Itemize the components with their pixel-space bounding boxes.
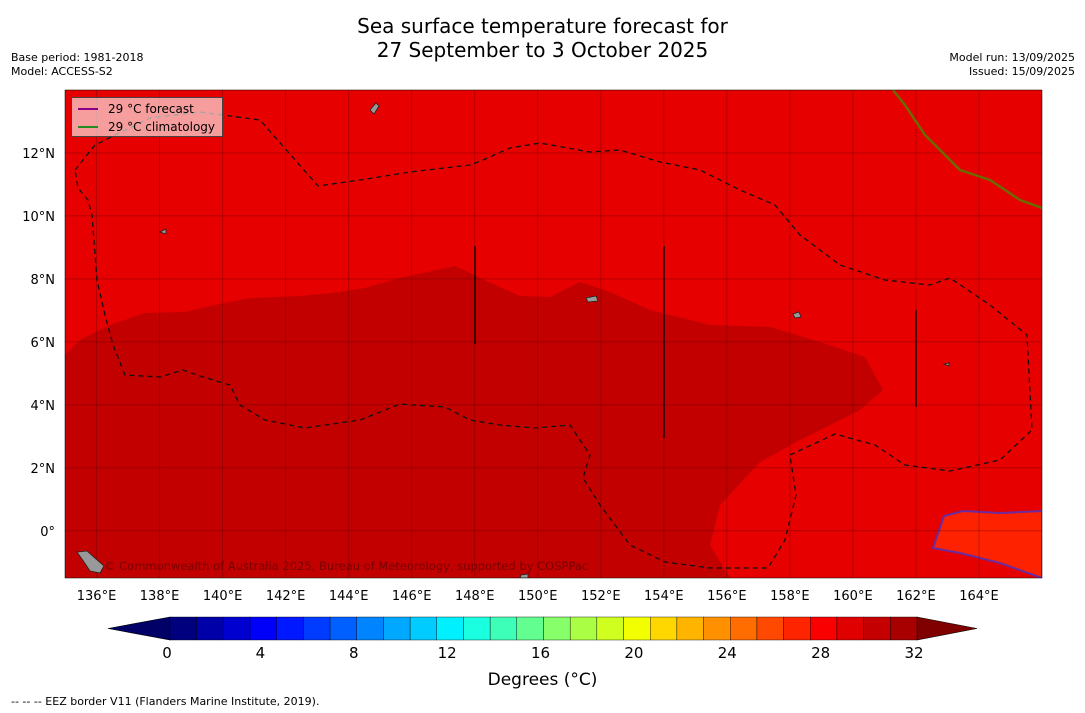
colorbar-bin <box>810 616 838 641</box>
colorbar-tick-label: 32 <box>904 644 923 662</box>
lat-tick-label: 10°N <box>22 210 55 225</box>
colorbar-bin <box>303 616 331 641</box>
colorbar-bin <box>223 616 251 641</box>
island-kosrae <box>942 362 950 367</box>
lon-tick-label: 156°E <box>707 589 747 604</box>
warm-water-region <box>65 266 883 578</box>
colorbar-bin <box>276 616 304 641</box>
lon-tick-label: 154°E <box>644 589 684 604</box>
lon-tick-label: 144°E <box>329 589 369 604</box>
legend-item-climatology: 29 °C climatology <box>78 118 216 136</box>
meta-right: Model run: 13/09/2025 Issued: 15/09/2025 <box>949 51 1075 79</box>
colorbar-bin <box>249 616 277 641</box>
copyright-credit: © Commonwealth of Australia 2025, Bureau… <box>104 559 589 573</box>
colorbar-extend-low <box>107 616 171 641</box>
latitude-labels: 12°N 10°N 8°N 6°N 4°N 2°N 0° <box>22 147 55 540</box>
map-area <box>65 90 1042 578</box>
lon-tick-label: 138°E <box>140 589 180 604</box>
colorbar-bin <box>836 616 864 641</box>
colorbar-tick-label: 16 <box>531 644 550 662</box>
legend-swatch-climatology <box>78 126 98 128</box>
lon-tick-label: 164°E <box>959 589 999 604</box>
lat-tick-label: 6°N <box>31 336 56 351</box>
legend-item-forecast: 29 °C forecast <box>78 100 216 118</box>
colorbar-tick-label: 4 <box>256 644 266 662</box>
colorbar-bin <box>596 616 624 641</box>
climatology-29c-line <box>892 90 1042 210</box>
lon-tick-label: 146°E <box>392 589 432 604</box>
lon-tick-label: 136°E <box>77 589 117 604</box>
colorbar-bin <box>783 616 811 641</box>
island-palau <box>158 228 167 235</box>
colorbar: 0 4 8 12 16 20 24 28 32 <box>107 616 978 662</box>
colorbar-bin <box>569 616 598 641</box>
colorbar-bin <box>463 616 491 641</box>
lat-tick-label: 12°N <box>22 147 55 162</box>
legend-label-forecast: 29 °C forecast <box>108 102 194 116</box>
legend-swatch-forecast <box>78 108 98 110</box>
lat-tick-label: 8°N <box>31 273 56 288</box>
lon-tick-label: 158°E <box>770 589 810 604</box>
colorbar-bin <box>196 616 224 641</box>
eez-border <box>74 111 1033 569</box>
sst-patch-southeast <box>931 509 1042 578</box>
colorbar-bin <box>890 616 918 641</box>
issued-date: Issued: 15/09/2025 <box>968 65 1075 78</box>
island-chuuk <box>585 295 599 303</box>
colorbar-bin <box>436 616 464 641</box>
island-pohnpei <box>792 311 802 319</box>
legend-label-climatology: 29 °C climatology <box>108 120 216 134</box>
colorbar-bin <box>543 616 571 641</box>
lon-tick-label: 150°E <box>518 589 558 604</box>
colorbar-bin <box>383 616 411 641</box>
colorbar-tick-label: 8 <box>349 644 359 662</box>
colorbar-bin <box>356 616 384 641</box>
longitude-labels: 136°E 138°E 140°E 142°E 144°E 146°E 148°E 150°E… <box>77 589 999 604</box>
island-new-guinea-west <box>76 550 105 574</box>
colorbar-tick-label: 24 <box>718 644 737 662</box>
colorbar-bin <box>409 616 437 641</box>
colorbar-extend-high <box>916 616 978 641</box>
lat-tick-label: 2°N <box>31 462 56 477</box>
model-name: Model: ACCESS-S2 <box>11 65 113 78</box>
map-title: Sea surface temperature forecast for 27 … <box>0 14 1085 62</box>
colorbar-tick-label: 12 <box>438 644 457 662</box>
colorbar-bin <box>676 616 704 641</box>
islands <box>76 102 950 578</box>
meta-left: Base period: 1981-2018 Model: ACCESS-S2 <box>11 51 143 79</box>
colorbar-bin <box>756 616 784 641</box>
colorbar-tick-label: 28 <box>811 644 830 662</box>
lon-tick-label: 142°E <box>266 589 306 604</box>
colorbar-bin <box>489 616 518 641</box>
colorbar-bin <box>329 616 357 641</box>
colorbar-bin <box>703 616 731 641</box>
colorbar-tick-label: 0 <box>162 644 172 662</box>
colorbar-label: Degrees (°C) <box>487 670 598 690</box>
colorbar-bin <box>650 616 678 641</box>
map-legend: 29 °C forecast 29 °C climatology <box>71 97 223 137</box>
island-manus <box>519 573 529 578</box>
lon-tick-label: 148°E <box>455 589 495 604</box>
colorbar-bin <box>863 616 891 641</box>
map-frame <box>64 89 1043 579</box>
base-period: Base period: 1981-2018 <box>11 51 144 64</box>
model-run: Model run: 13/09/2025 <box>949 51 1075 64</box>
lon-tick-label: 160°E <box>833 589 873 604</box>
island-guam <box>369 102 380 115</box>
lat-tick-label: 0° <box>40 525 55 540</box>
lon-tick-label: 162°E <box>896 589 936 604</box>
title-line-1: Sea surface temperature forecast for <box>357 14 728 38</box>
colorbar-bin <box>169 616 197 641</box>
colorbar-bin <box>730 616 758 641</box>
lon-tick-label: 152°E <box>581 589 621 604</box>
title-line-2: 27 September to 3 October 2025 <box>376 38 709 62</box>
eez-footnote: -- -- -- EEZ border V11 (Flanders Marine… <box>11 695 320 708</box>
colorbar-bin <box>516 616 544 641</box>
lat-tick-label: 4°N <box>31 399 56 414</box>
colorbar-tick-label: 20 <box>624 644 643 662</box>
lon-tick-label: 140°E <box>203 589 243 604</box>
colorbar-bin <box>623 616 651 641</box>
